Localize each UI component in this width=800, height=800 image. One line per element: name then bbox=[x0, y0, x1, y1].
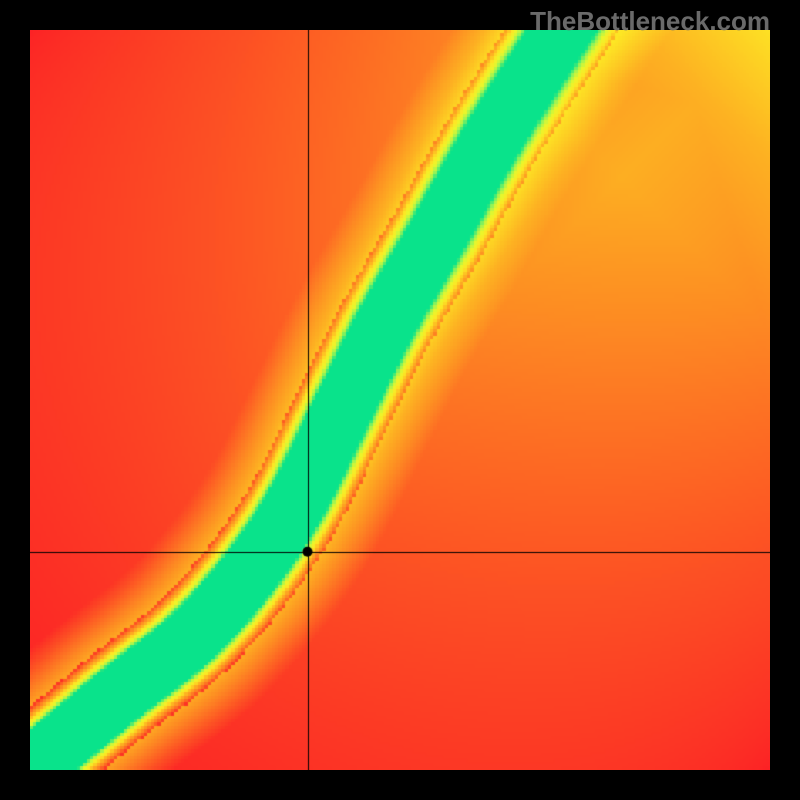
bottleneck-heatmap bbox=[30, 30, 770, 770]
chart-container: TheBottleneck.com bbox=[0, 0, 800, 800]
watermark-text: TheBottleneck.com bbox=[530, 6, 770, 37]
